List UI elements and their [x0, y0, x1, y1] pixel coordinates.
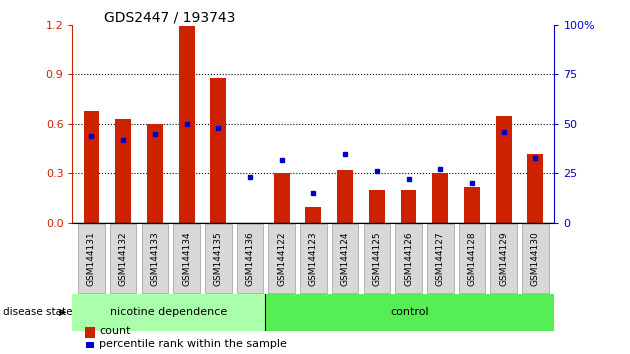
- Text: nicotine dependence: nicotine dependence: [110, 307, 227, 318]
- Text: GSM144132: GSM144132: [118, 231, 128, 286]
- FancyBboxPatch shape: [332, 224, 358, 293]
- FancyBboxPatch shape: [395, 224, 422, 293]
- Text: GSM144126: GSM144126: [404, 231, 413, 286]
- Bar: [496, 116, 512, 223]
- Text: GSM144123: GSM144123: [309, 231, 318, 286]
- Text: GDS2447 / 193743: GDS2447 / 193743: [104, 11, 236, 25]
- FancyBboxPatch shape: [459, 224, 485, 293]
- Text: GSM144128: GSM144128: [467, 231, 476, 286]
- Text: GSM144130: GSM144130: [531, 231, 540, 286]
- Text: GSM144127: GSM144127: [436, 231, 445, 286]
- FancyBboxPatch shape: [300, 224, 327, 293]
- Bar: [84, 111, 100, 223]
- Bar: [369, 190, 385, 223]
- Text: GSM144125: GSM144125: [372, 231, 381, 286]
- Text: GSM144131: GSM144131: [87, 231, 96, 286]
- Bar: [86, 342, 94, 348]
- Bar: [147, 124, 163, 223]
- Bar: [337, 170, 353, 223]
- FancyBboxPatch shape: [364, 224, 390, 293]
- FancyBboxPatch shape: [427, 224, 454, 293]
- Text: disease state: disease state: [3, 307, 72, 318]
- FancyBboxPatch shape: [237, 224, 263, 293]
- Bar: [306, 206, 321, 223]
- Text: control: control: [391, 307, 429, 318]
- Bar: [432, 173, 448, 223]
- Bar: [115, 119, 131, 223]
- Bar: [210, 78, 226, 223]
- Bar: [401, 190, 416, 223]
- Bar: [527, 154, 543, 223]
- FancyBboxPatch shape: [268, 224, 295, 293]
- Bar: [72, 294, 265, 331]
- Text: GSM144122: GSM144122: [277, 231, 286, 286]
- FancyBboxPatch shape: [173, 224, 200, 293]
- Text: GSM144129: GSM144129: [499, 231, 508, 286]
- Text: GSM144135: GSM144135: [214, 231, 223, 286]
- FancyBboxPatch shape: [522, 224, 549, 293]
- FancyBboxPatch shape: [142, 224, 168, 293]
- FancyBboxPatch shape: [110, 224, 137, 293]
- Text: GSM144124: GSM144124: [341, 231, 350, 286]
- FancyBboxPatch shape: [205, 224, 232, 293]
- Bar: [265, 294, 554, 331]
- Text: GSM144134: GSM144134: [182, 231, 191, 286]
- Text: percentile rank within the sample: percentile rank within the sample: [99, 339, 287, 349]
- Bar: [274, 173, 290, 223]
- Text: GSM144133: GSM144133: [151, 231, 159, 286]
- FancyBboxPatch shape: [490, 224, 517, 293]
- Text: count: count: [99, 326, 130, 336]
- Bar: [464, 187, 480, 223]
- Bar: [179, 27, 195, 223]
- FancyBboxPatch shape: [78, 224, 105, 293]
- Text: GSM144136: GSM144136: [246, 231, 255, 286]
